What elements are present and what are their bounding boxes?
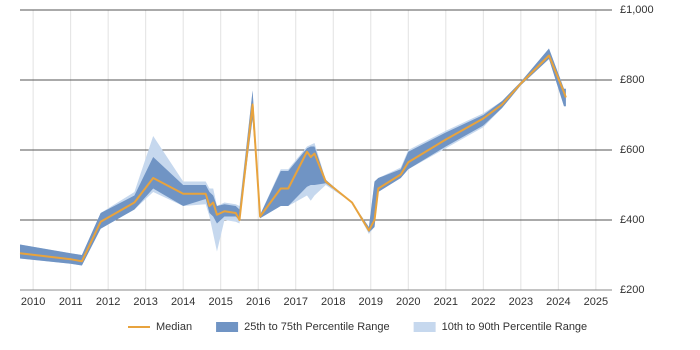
y-tick-label: £1,000 <box>620 4 654 16</box>
legend-label: 10th to 90th Percentile Range <box>442 321 588 333</box>
x-tick-label: 2020 <box>396 296 420 308</box>
x-tick-label: 2023 <box>509 296 533 308</box>
x-tick-label: 2024 <box>546 296 570 308</box>
x-tick-label: 2010 <box>21 296 45 308</box>
y-tick-label: £200 <box>620 284 644 296</box>
x-tick-label: 2021 <box>434 296 458 308</box>
range-area <box>20 48 566 266</box>
x-tick-label: 2016 <box>246 296 270 308</box>
x-tick-label: 2011 <box>59 296 83 308</box>
median-line <box>19 54 567 263</box>
x-tick-label: 2013 <box>133 296 157 308</box>
x-tick-label: 2015 <box>208 296 232 308</box>
x-tick-label: 2014 <box>171 296 195 308</box>
x-tick-label: 2012 <box>96 296 120 308</box>
y-tick-label: £800 <box>620 74 644 86</box>
x-tick-label: 2025 <box>584 296 608 308</box>
x-tick-label: 2017 <box>283 296 307 308</box>
x-tick-label: 2019 <box>359 296 383 308</box>
legend-swatch <box>413 322 436 332</box>
legend-swatch <box>216 322 239 332</box>
y-tick-label: £400 <box>620 214 644 226</box>
legend-label: 25th to 75th Percentile Range <box>244 321 390 333</box>
y-tick-label: £600 <box>620 144 644 156</box>
x-tick-label: 2018 <box>321 296 345 308</box>
legend-label: Median <box>156 321 192 333</box>
range-area <box>20 48 566 266</box>
x-tick-label: 2022 <box>471 296 495 308</box>
